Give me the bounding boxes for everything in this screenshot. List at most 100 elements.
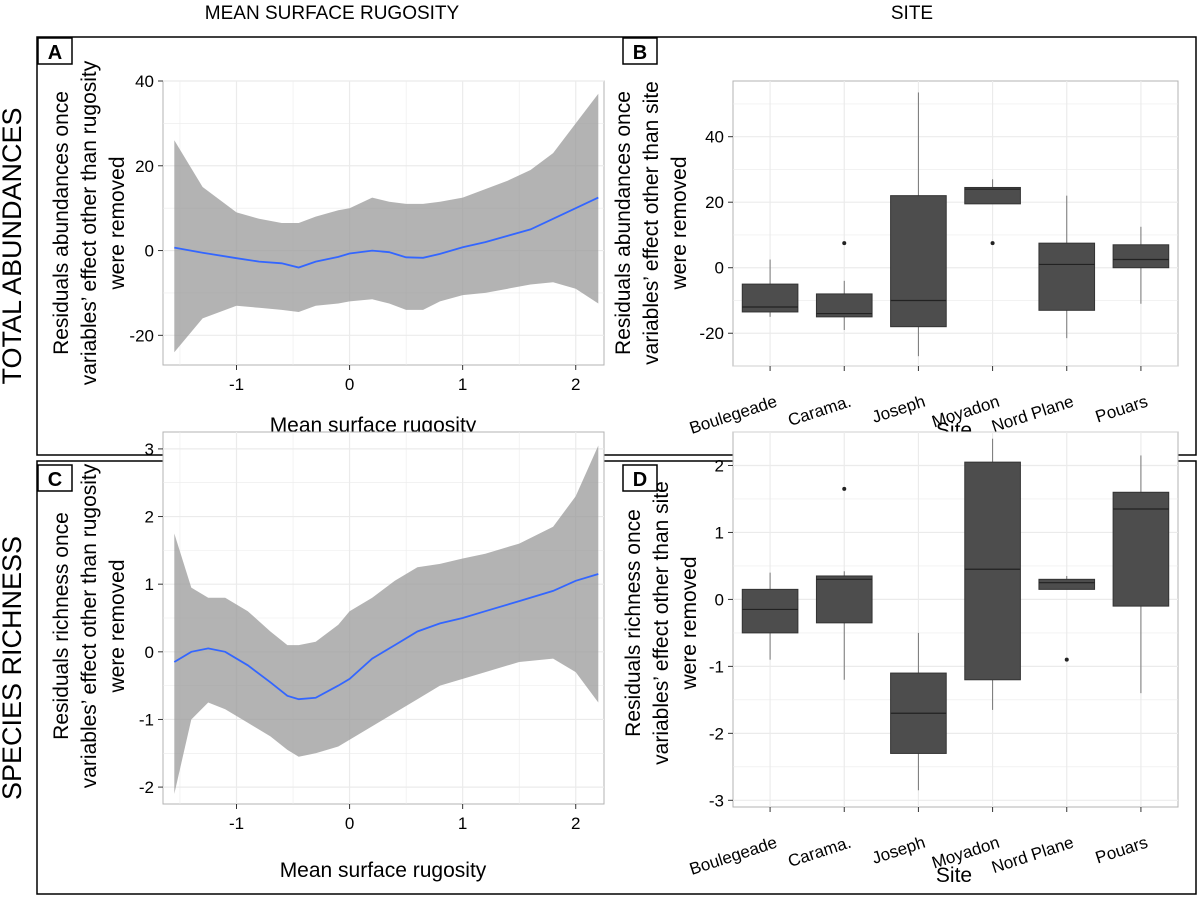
panel-label-b: B [633,42,647,64]
panel-label-a: A [48,42,62,64]
outlier-point [842,486,847,491]
y-tick-labels: -20 0 20 40 [699,128,733,343]
category-label: Boulegeade [687,833,779,879]
y-axis-title-line: variables’ effect other than rugosity [78,463,101,788]
column-title-rugosity: MEAN SURFACE RUGOSITY [205,3,460,24]
column-title-site: SITE [891,3,933,24]
y-tick-label: -20 [129,326,154,345]
y-axis-title-line: variables’ effect other than site [640,81,663,365]
y-axis-title-line: were removed [678,556,701,690]
box-iqr [741,283,799,313]
box-iqr [1112,491,1170,607]
panel-c: C -2 -1 0 1 2 3 -1 0 1 2 Mean surface rugosity Resid… [37,431,605,882]
box-nord-plane [1038,195,1096,339]
row-title-species-richness: SPECIES RICHNESS [0,536,27,800]
category-label: Boulegeade [687,392,779,438]
box-moyadon [964,438,1021,710]
y-axis-title-line: Residuals abundances once [612,91,635,355]
category-label: Carama. [786,833,854,871]
box-iqr [1038,578,1096,590]
y-tick-label: -2 [139,778,154,797]
smooth-fit-line [174,196,599,269]
y-tick-label: 2 [145,508,154,527]
plot-area [732,431,1179,808]
x-tick-labels: -1 0 1 2 [229,365,580,394]
y-tick-label: 20 [705,193,724,212]
panel-label-d: D [633,469,647,491]
row-title-total-abundances: TOTAL ABUNDANCES [0,107,27,384]
category-label: Joseph [870,833,928,868]
confidence-band [174,93,599,353]
x-tick-label: 2 [571,814,580,833]
category-label: Pouars [1093,392,1150,427]
y-tick-label: 0 [145,242,154,261]
y-tick-label: -1 [709,657,724,676]
y-axis-title-line: were removed [106,559,129,693]
category-label: Carama. [786,392,854,430]
y-tick-label: -20 [699,324,724,343]
y-axis-title-line: variables’ effect other than site [650,481,673,765]
panel-label-c: C [48,469,62,491]
smooth-fit-line [173,573,599,701]
box-iqr [964,186,1021,205]
y-tick-label: 0 [715,259,724,278]
x-tick-label: 1 [458,375,467,394]
y-axis-title-line: Residuals richness once [622,509,645,737]
y-tick-label: -2 [709,724,724,743]
y-tick-label: 2 [715,456,724,475]
x-axis-title: Mean surface rugosity [270,414,477,437]
x-tick-labels: -1 0 1 2 [229,804,580,833]
y-tick-labels: -3 -2 -1 0 1 2 [709,456,733,810]
y-axis-title-line: variables’ effect other than rugosity [78,60,101,385]
x-tick-label: 0 [345,375,354,394]
box-joseph [890,92,947,357]
x-tick-label: 2 [571,375,580,394]
panel-a: A -20 0 20 40 -1 0 1 2 Mean surface rugosity Resid… [37,37,605,437]
x-tick-label: -1 [229,814,244,833]
outlier-point [990,241,995,246]
box-carama- [815,486,873,680]
y-tick-label: 1 [715,523,724,542]
box-moyadon [964,179,1021,246]
box-iqr [964,461,1021,681]
category-label: Nord Plane [989,833,1076,877]
y-axis-title-line: were removed [106,156,129,290]
row-frame-richness [36,460,1197,895]
x-axis-title: Mean surface rugosity [280,859,487,882]
category-label: Nord Plane [989,392,1076,436]
box-iqr [815,293,873,318]
row-frame-abundances [36,36,1197,456]
y-axis-title-line: were removed [668,156,691,290]
y-tick-label: -3 [709,791,724,810]
panel-label-box [37,37,73,65]
box-iqr [1038,242,1096,311]
y-axis-title-line: Residuals abundances once [50,91,73,355]
x-tick-label: -1 [229,375,244,394]
x-tick-label: 1 [458,814,467,833]
y-tick-label: 40 [705,128,724,147]
y-axis-title-line: Residuals richness once [50,512,73,740]
box-pouars [1112,455,1170,694]
outlier-point [1064,657,1069,662]
x-axis-title: Site [936,864,972,887]
box-iqr [1112,244,1170,269]
y-tick-label: 3 [145,440,154,459]
y-tick-label: 0 [145,643,154,662]
box-boulegeade [741,259,799,317]
panel-label-box [37,464,73,492]
plot-area [732,80,1179,367]
category-label: Joseph [870,392,928,427]
y-tick-label: -1 [139,710,154,729]
confidence-band [174,445,599,794]
box-iqr [890,195,947,328]
box-carama- [815,241,873,330]
category-label: Pouars [1093,833,1150,868]
box-pouars [1112,226,1170,304]
y-tick-labels: -20 0 20 40 [129,72,163,345]
panel-label-box [622,464,658,492]
